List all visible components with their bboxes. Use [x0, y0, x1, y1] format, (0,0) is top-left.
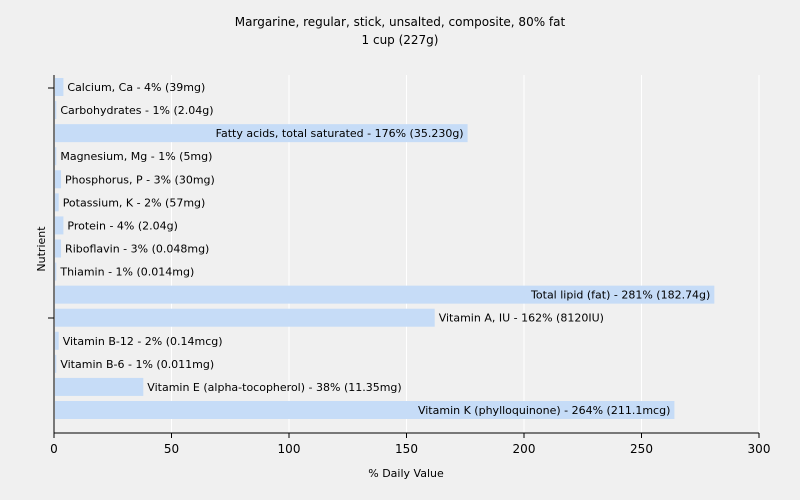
chart-subtitle: 1 cup (227g) [362, 33, 439, 47]
bar-label: Magnesium, Mg - 1% (5mg) [60, 150, 212, 163]
y-axis-label: Nutrient [35, 226, 48, 272]
x-tick-label: 250 [630, 442, 653, 456]
bar [55, 285, 715, 304]
bar [55, 308, 435, 327]
bar [55, 331, 59, 350]
bar-label: Vitamin E (alpha-tocopherol) - 38% (11.3… [147, 381, 401, 394]
bar [55, 239, 62, 258]
bar-label: Potassium, K - 2% (57mg) [63, 196, 206, 209]
bar [55, 401, 675, 419]
bar [55, 147, 57, 166]
bar [55, 262, 57, 281]
bar-label: Fatty acids, total saturated - 176% (35.… [216, 127, 464, 140]
bar-label: Vitamin K (phylloquinone) - 264% (211.1m… [418, 404, 670, 417]
bars: Calcium, Ca - 4% (39mg) Carbohydrates - 1… [55, 78, 715, 419]
x-axis-ticks: 0 50 100 150 200 250 300 [50, 433, 770, 456]
bar [55, 124, 468, 143]
bar-label: Total lipid (fat) - 281% (182.74g) [530, 289, 710, 302]
bar [55, 101, 57, 120]
bar [55, 193, 59, 212]
bar-label: Vitamin B-6 - 1% (0.011mg) [60, 358, 214, 371]
bar [55, 354, 57, 373]
bar-label: Phosphorus, P - 3% (30mg) [65, 173, 215, 186]
x-axis-label: % Daily Value [368, 467, 444, 480]
x-tick-label: 300 [748, 442, 771, 456]
bar [55, 170, 62, 189]
x-tick-label: 200 [513, 442, 536, 456]
bar-label: Carbohydrates - 1% (2.04g) [60, 104, 213, 117]
x-tick-label: 100 [278, 442, 301, 456]
bar-label: Vitamin A, IU - 162% (8120IU) [439, 312, 604, 325]
bar-label: Vitamin B-12 - 2% (0.14mcg) [63, 335, 223, 348]
x-tick-label: 0 [50, 442, 58, 456]
bar-label: Thiamin - 1% (0.014mg) [59, 266, 194, 279]
bar-label: Calcium, Ca - 4% (39mg) [67, 81, 205, 94]
bar [55, 216, 64, 235]
x-tick-label: 150 [395, 442, 418, 456]
chart-title: Margarine, regular, stick, unsalted, com… [235, 15, 566, 29]
x-tick-label: 50 [164, 442, 179, 456]
bar [55, 377, 144, 396]
bar-label: Riboflavin - 3% (0.048mg) [65, 243, 209, 256]
bar-label: Protein - 4% (2.04g) [67, 219, 178, 232]
bar [55, 78, 64, 96]
